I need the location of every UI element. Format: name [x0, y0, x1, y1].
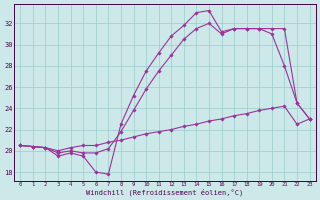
X-axis label: Windchill (Refroidissement éolien,°C): Windchill (Refroidissement éolien,°C) [86, 188, 244, 196]
